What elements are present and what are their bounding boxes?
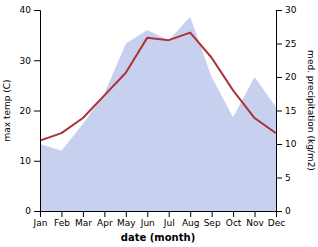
axis-line <box>277 11 283 212</box>
tick: 30 <box>20 56 40 66</box>
tick-mark <box>212 211 213 217</box>
tick-mark <box>147 211 148 217</box>
tick-label: 40 <box>20 5 32 15</box>
x-axis: Jan Feb Mar Apr May Jun Jul Aug Sep Oct Nov Dec <box>33 211 286 228</box>
tick: 15 <box>276 106 296 116</box>
tick-mark <box>276 44 282 45</box>
tick: 20 <box>20 106 40 116</box>
tick: 0 <box>276 206 291 216</box>
tick-mark <box>34 161 40 162</box>
tick: 10 <box>276 139 297 149</box>
tick: Apr <box>97 211 113 228</box>
tick-label: 20 <box>285 72 297 82</box>
tick-mark <box>61 211 62 217</box>
tick-label: 30 <box>20 56 32 66</box>
tick-label: Apr <box>97 218 113 228</box>
tick: Jun <box>140 211 155 228</box>
tick: Feb <box>54 211 70 228</box>
tick-mark <box>276 111 282 112</box>
tick-label: Nov <box>246 218 264 228</box>
tick: May <box>117 211 136 228</box>
plot: JanFebMarAprMayJunJulAugSepOctNovDec0102… <box>2 5 316 243</box>
tick-mark <box>276 178 282 179</box>
tick: 20 <box>276 72 297 82</box>
tick-mark <box>34 10 40 11</box>
tick-mark <box>190 211 191 217</box>
tick-label: 0 <box>285 206 291 216</box>
tick-mark <box>276 144 282 145</box>
tick-label: 5 <box>285 173 291 183</box>
tick-label: 0 <box>25 206 31 216</box>
tick-label: 15 <box>285 106 296 116</box>
tick: 0 <box>25 206 40 216</box>
tick-mark <box>126 211 127 217</box>
tick-label: Sep <box>204 218 221 228</box>
tick: Sep <box>204 211 221 228</box>
tick-mark <box>169 211 170 217</box>
tick: 10 <box>20 156 40 166</box>
tick: Oct <box>226 211 242 228</box>
marks <box>40 17 276 211</box>
tick-label: Feb <box>54 218 70 228</box>
tick: Jul <box>163 211 175 228</box>
tick-label: 20 <box>20 106 32 116</box>
tick-mark <box>34 111 40 112</box>
tick-mark <box>276 211 282 212</box>
tick: Nov <box>246 211 264 228</box>
x-axis-title: date (month) <box>121 232 195 243</box>
tick-label: 10 <box>285 139 297 149</box>
tick-label: 30 <box>285 5 297 15</box>
tick-mark <box>255 211 256 217</box>
tick: Jan <box>33 211 48 228</box>
tick-label: Mar <box>75 218 92 228</box>
tick: 5 <box>276 173 291 183</box>
chart: JanFebMarAprMayJunJulAugSepOctNovDec0102… <box>0 0 318 247</box>
tick: 40 <box>20 5 40 15</box>
tick-label: Jun <box>140 218 155 228</box>
tick-label: 10 <box>20 156 32 166</box>
tick-label: Jan <box>33 218 48 228</box>
y-axis: 0 10 20 30 40 <box>20 5 41 216</box>
tick-label: 25 <box>285 39 296 49</box>
axis-line <box>34 11 41 212</box>
tick-mark <box>83 211 84 217</box>
tick-mark <box>34 60 40 61</box>
tick-label: Jul <box>163 218 175 228</box>
tick-mark <box>276 10 282 11</box>
tick-label: Oct <box>226 218 242 228</box>
tick: Dec <box>268 211 285 228</box>
tick-label: May <box>117 218 136 228</box>
tick-label: Dec <box>268 218 285 228</box>
y2-axis-title: med. precipitation (kg/m2) <box>306 50 316 171</box>
axis-line <box>41 212 277 218</box>
tick: 30 <box>276 5 297 15</box>
area <box>40 17 276 211</box>
tick-mark <box>34 211 40 212</box>
tick: Aug <box>182 211 200 228</box>
tick: 25 <box>276 39 296 49</box>
tick-label: Aug <box>182 218 200 228</box>
y-axis-title: max temp (C) <box>2 79 12 141</box>
tick: Mar <box>75 211 92 228</box>
tick-mark <box>104 211 105 217</box>
tick-mark <box>233 211 234 217</box>
y2-axis: 0 5 10 15 20 25 30 <box>276 5 297 216</box>
tick-mark <box>276 77 282 78</box>
line <box>40 33 276 141</box>
